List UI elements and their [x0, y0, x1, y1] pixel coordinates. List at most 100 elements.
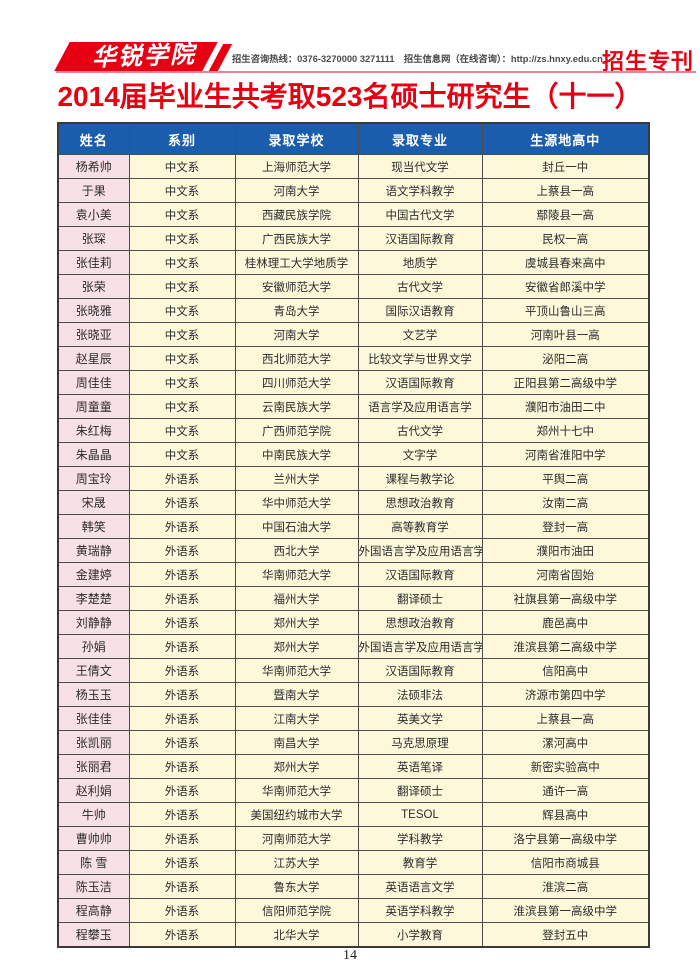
table-cell: 中文系 [128, 394, 236, 419]
table-cell: 四川师范大学 [234, 370, 359, 395]
table-row: 张晓雅 中文系 青岛大学 国际汉语教育 平顶山鲁山三高 [57, 298, 650, 323]
table-cell: 濮阳市油田二中 [481, 394, 650, 419]
table-cell: 平舆二高 [481, 466, 650, 491]
table-cell: 郑州大学 [234, 754, 359, 779]
table-cell: 外语系 [128, 802, 236, 827]
table-cell: 外语系 [128, 490, 236, 515]
table-cell: 虞城县春来高中 [481, 250, 650, 275]
table-row: 赵利娟 外语系 华南师范大学 翻译硕士 通许一高 [57, 778, 650, 803]
table-cell: 郑州大学 [234, 634, 359, 659]
student-name-cell: 陈 雪 [57, 850, 130, 875]
table-cell: 辉县高中 [481, 802, 650, 827]
table-cell: 鲁东大学 [234, 874, 359, 899]
table-row: 张晓亚 中文系 河南大学 文艺学 河南叶县一高 [57, 322, 650, 347]
table-cell: 翻译硕士 [357, 586, 483, 611]
table-cell: 正阳县第二高级中学 [481, 370, 650, 395]
table-cell: 华中师范大学 [234, 490, 359, 515]
column-header-highschool: 生源地高中 [481, 122, 650, 155]
table-cell: 兰州大学 [234, 466, 359, 491]
table-cell: 濮阳市油田 [481, 538, 650, 563]
table-row: 朱红梅 中文系 广西师范学院 古代文学 郑州十七中 [57, 418, 650, 443]
student-name-cell: 程高静 [57, 898, 130, 923]
table-cell: 西藏民族学院 [234, 202, 359, 227]
table-cell: 外语系 [128, 874, 236, 899]
table-cell: 现当代文学 [357, 154, 483, 179]
table-cell: 中文系 [128, 346, 236, 371]
table-cell: 外语系 [128, 538, 236, 563]
table-cell: 学科教学 [357, 826, 483, 851]
table-cell: 文艺学 [357, 322, 483, 347]
table-cell: 英美文学 [357, 706, 483, 731]
table-cell: 高等教育学 [357, 514, 483, 539]
table-cell: 西北大学 [234, 538, 359, 563]
table-cell: 汉语国际教育 [357, 226, 483, 251]
table-cell: 英语学科教学 [357, 898, 483, 923]
student-name-cell: 金建婷 [57, 562, 130, 587]
table-cell: 外语系 [128, 850, 236, 875]
table-row: 牛帅 外语系 美国纽约城市大学 TESOL 辉县高中 [57, 802, 650, 827]
table-row: 黄瑞静 外语系 西北大学 外国语言学及应用语言学 濮阳市油田 [57, 538, 650, 563]
student-name-cell: 张琛 [57, 226, 130, 251]
table-cell: 河南省固始 [481, 562, 650, 587]
table-row: 程高静 外语系 信阳师范学院 英语学科教学 淮滨县第一高级中学 [57, 898, 650, 923]
student-name-cell: 张荣 [57, 274, 130, 299]
table-cell: 社旗县第一高级中学 [481, 586, 650, 611]
student-name-cell: 牛帅 [57, 802, 130, 827]
table-header-row: 姓名 系别 录取学校 录取专业 生源地高中 [57, 122, 650, 155]
student-name-cell: 韩笑 [57, 514, 130, 539]
table-cell: 课程与教学论 [357, 466, 483, 491]
table-cell: 外语系 [128, 634, 236, 659]
table-cell: 外语系 [128, 778, 236, 803]
table-row: 刘静静 外语系 郑州大学 思想政治教育 鹿邑高中 [57, 610, 650, 635]
table-cell: 外语系 [128, 922, 236, 948]
student-name-cell: 张佳莉 [57, 250, 130, 275]
table-cell: 外语系 [128, 898, 236, 923]
issue-badge: 招生专刊 [601, 49, 694, 74]
contact-info: 招生咨询热线：0376-3270000 3271111 招生信息网（在线咨询）：… [232, 53, 603, 65]
table-cell: 鄢陵县一高 [481, 202, 650, 227]
table-cell: 中国古代文学 [357, 202, 483, 227]
table-row: 孙娟 外语系 郑州大学 外国语言学及应用语言学 淮滨县第二高级中学 [57, 634, 650, 659]
table-cell: 广西师范学院 [234, 418, 359, 443]
table-cell: 淮滨县第一高级中学 [481, 898, 650, 923]
table-cell: 汉语国际教育 [357, 658, 483, 683]
table-cell: 郑州十七中 [481, 418, 650, 443]
table-row: 陈玉洁 外语系 鲁东大学 英语语言文学 淮滨二高 [57, 874, 650, 899]
student-name-cell: 赵星辰 [57, 346, 130, 371]
table-cell: 洛宁县第一高级中学 [481, 826, 650, 851]
table-cell: 外语系 [128, 586, 236, 611]
masthead: 华锐学院 招生咨询热线：0376-3270000 3271111 招生信息网（在… [0, 0, 700, 80]
page-number: 14 [343, 948, 357, 963]
table-cell: 中国石油大学 [234, 514, 359, 539]
student-name-cell: 陈玉洁 [57, 874, 130, 899]
table-cell: 河南省淮阳中学 [481, 442, 650, 467]
student-name-cell: 张佳佳 [57, 706, 130, 731]
table-cell: 中文系 [128, 202, 236, 227]
table-cell: 淮滨二高 [481, 874, 650, 899]
table-row: 朱晶晶 中文系 中南民族大学 文字学 河南省淮阳中学 [57, 442, 650, 467]
table-cell: 中文系 [128, 418, 236, 443]
column-header-department: 系别 [128, 122, 236, 155]
table-cell: 英语笔译 [357, 754, 483, 779]
table-cell: 中文系 [128, 370, 236, 395]
table-row: 张琛 中文系 广西民族大学 汉语国际教育 民权一高 [57, 226, 650, 251]
table-cell: 华南师范大学 [234, 778, 359, 803]
table-cell: 外语系 [128, 658, 236, 683]
student-name-cell: 朱晶晶 [57, 442, 130, 467]
table-cell: 外语系 [128, 826, 236, 851]
table-cell: 中文系 [128, 178, 236, 203]
table-cell: 广西民族大学 [234, 226, 359, 251]
table-row: 李楚楚 外语系 福州大学 翻译硕士 社旗县第一高级中学 [57, 586, 650, 611]
table-row: 周童童 中文系 云南民族大学 语言学及应用语言学 濮阳市油田二中 [57, 394, 650, 419]
table-row: 张佳莉 中文系 桂林理工大学地质学 地质学 虞城县春来高中 [57, 250, 650, 275]
student-name-cell: 周佳佳 [57, 370, 130, 395]
table-cell: 漯河高中 [481, 730, 650, 755]
student-name-cell: 程攀玉 [57, 922, 130, 948]
table-cell: 平顶山鲁山三高 [481, 298, 650, 323]
table-cell: 上蔡县一高 [481, 706, 650, 731]
student-name-cell: 周童童 [57, 394, 130, 419]
table-cell: 登封一高 [481, 514, 650, 539]
table-cell: 中文系 [128, 274, 236, 299]
table-cell: 语言学及应用语言学 [357, 394, 483, 419]
